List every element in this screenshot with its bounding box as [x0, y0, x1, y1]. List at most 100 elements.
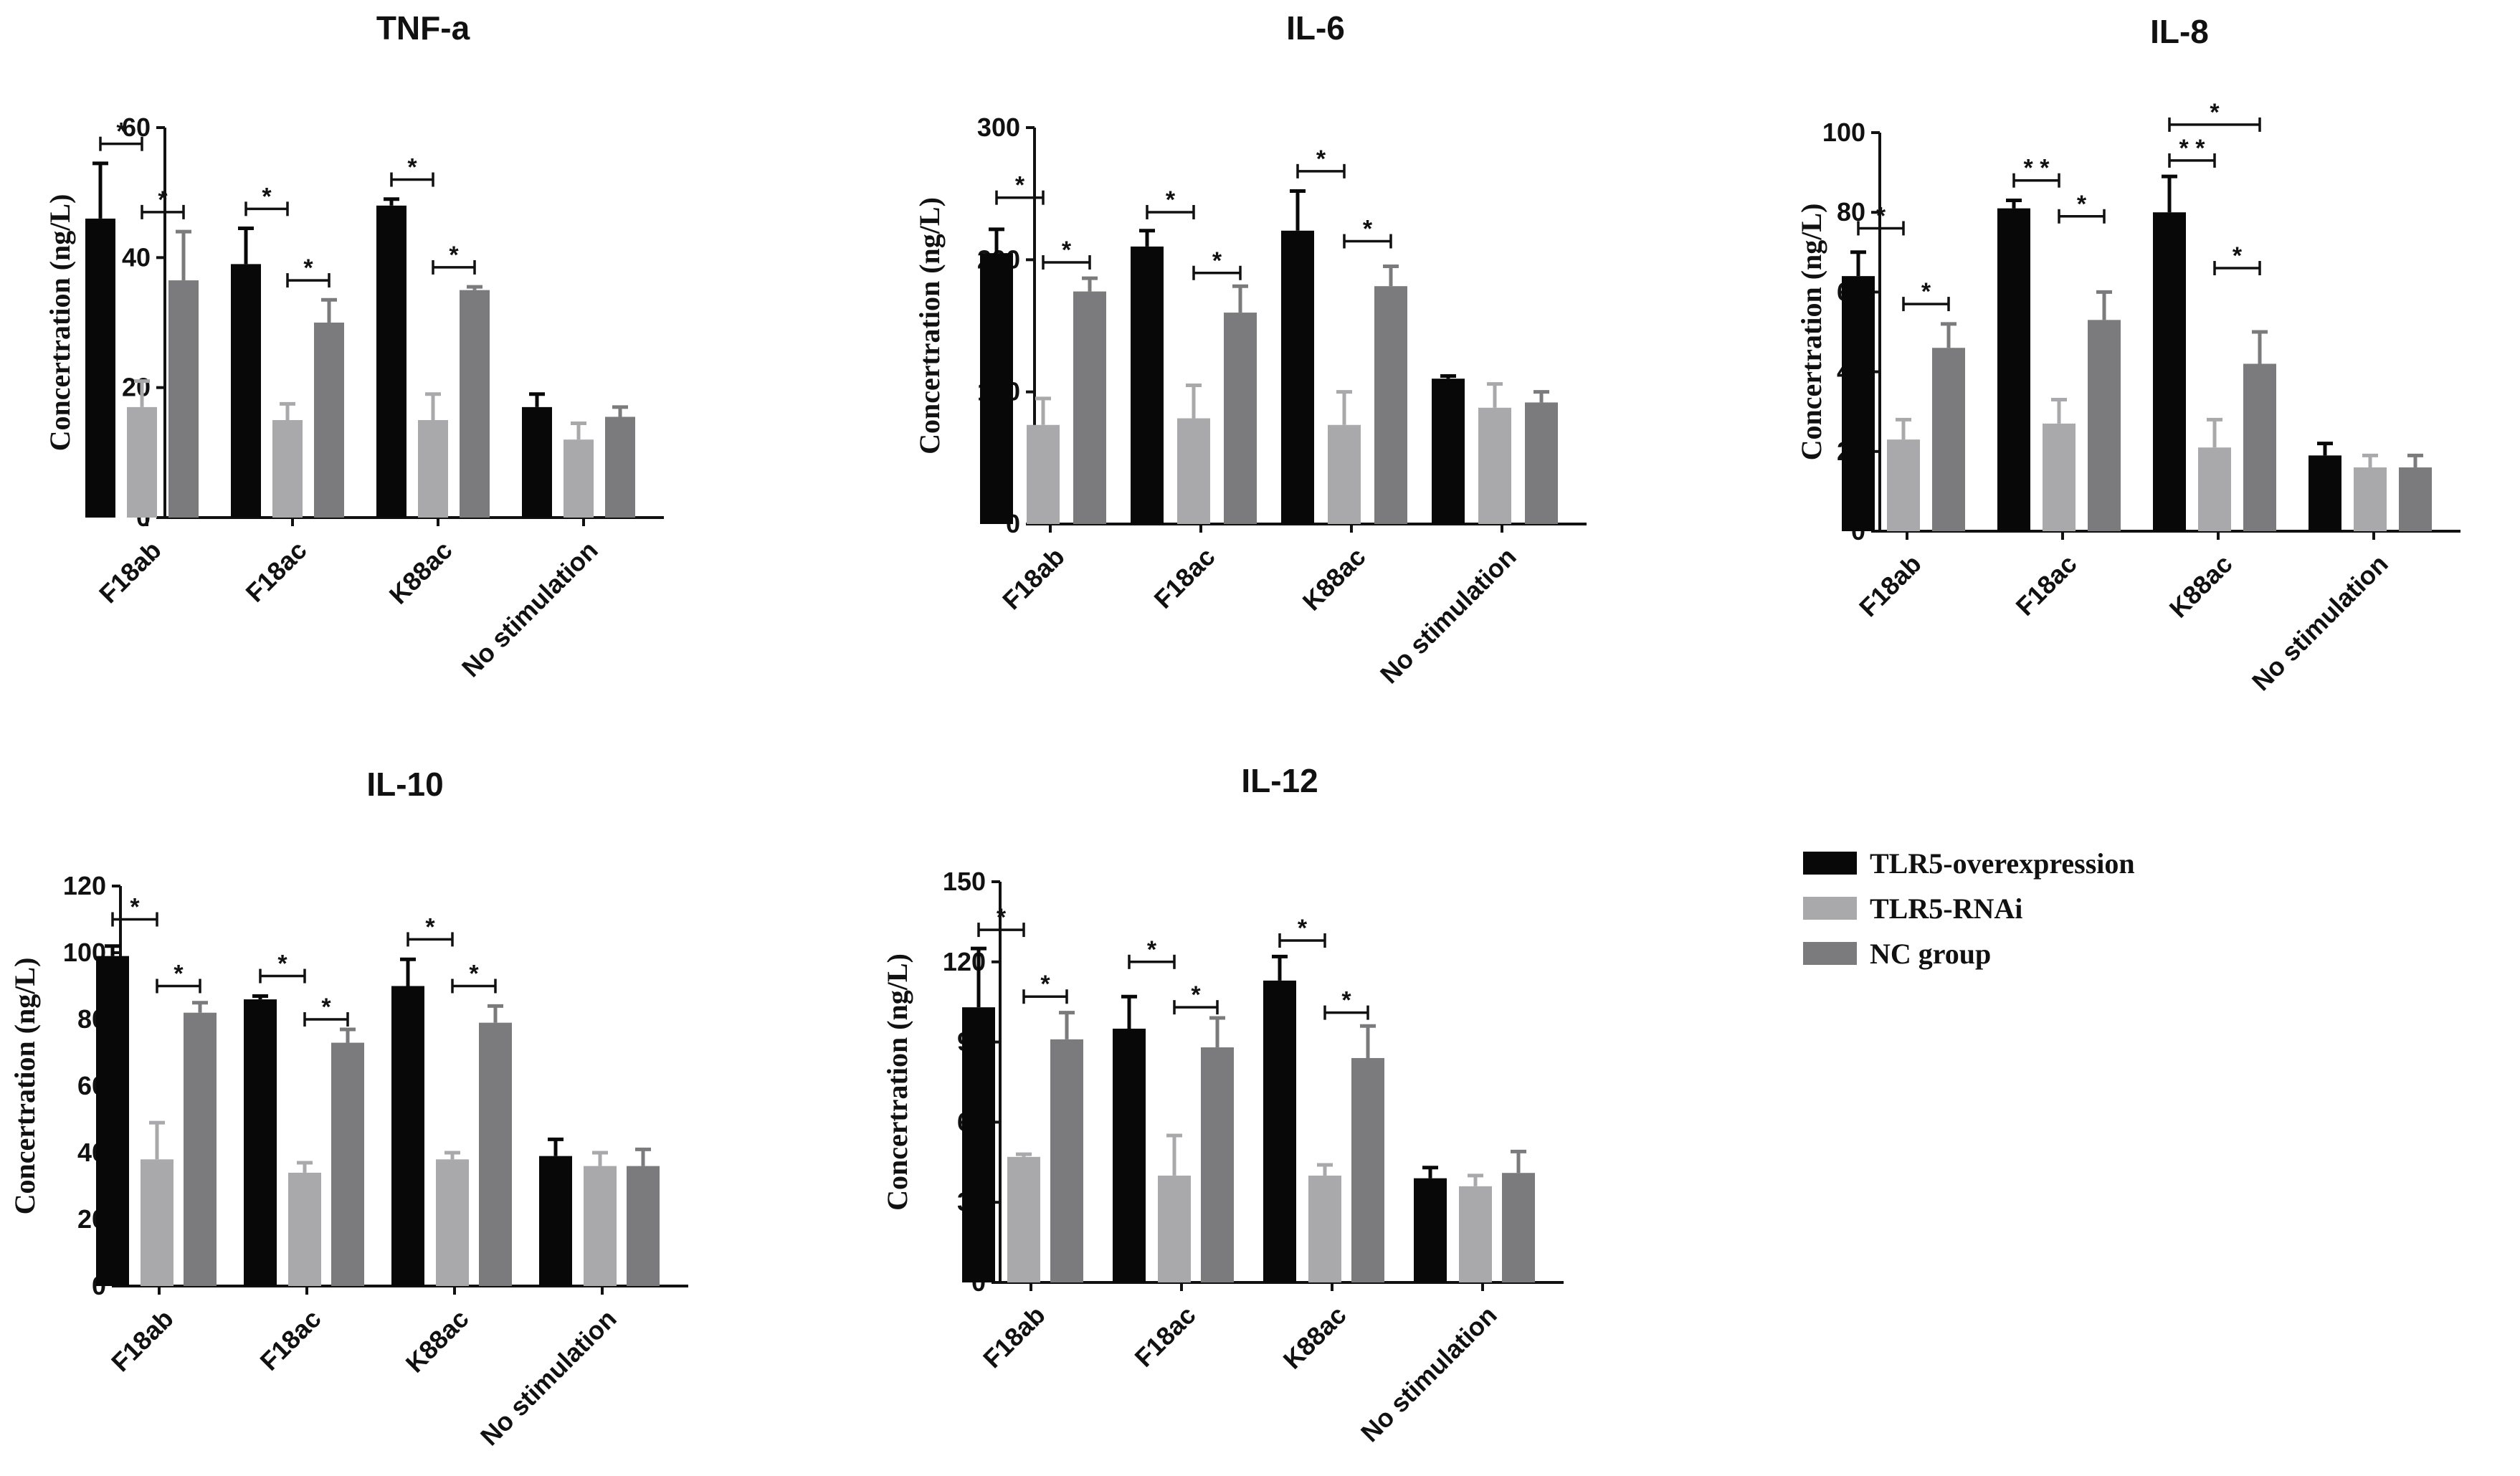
bar-nc-group-k88ac [2243, 363, 2276, 531]
bar-tlr5-overexpression-no-stimulation [2309, 455, 2341, 531]
bar-tlr5-rnai-f18ab [1027, 424, 1060, 524]
y-tick-label: 80 [1837, 197, 1865, 227]
significance-label: * [116, 118, 126, 146]
bar-nc-group-k88ac [460, 290, 490, 518]
bar-tlr5-rnai-k88ac [1308, 1175, 1341, 1282]
significance-label: * [1876, 202, 1886, 229]
bar-nc-group-no-stimulation [1502, 1173, 1535, 1282]
x-tick-label-no-stimulation: No stimulation [456, 535, 604, 683]
legend-label-nc-group: NC group [1870, 938, 1991, 970]
x-tick-label-f18ab: F18ab [105, 1304, 179, 1378]
x-tick-label-f18ab: F18ab [1853, 549, 1927, 623]
y-axis-label: Concertration (ng/L) [913, 197, 946, 454]
bar-tlr5-rnai-k88ac [1328, 424, 1361, 524]
bar-tlr5-overexpression-k88ac [391, 986, 424, 1286]
significance-label: * [173, 961, 184, 988]
y-tick-label: 100 [1822, 118, 1865, 147]
y-axis-label: Concertration (ng/L) [1795, 204, 1827, 461]
bar-tlr5-rnai-f18ab [1007, 1156, 1040, 1282]
x-tick-label-no-stimulation: No stimulation [1374, 542, 1522, 690]
bar-tlr5-rnai-k88ac [436, 1159, 469, 1286]
bar-nc-group-f18ac [314, 323, 344, 518]
y-tick-label: 300 [977, 113, 1020, 142]
x-tick-label-f18ac: F18ac [1148, 542, 1220, 614]
significance-label: * [1040, 971, 1050, 998]
significance-label: * [1921, 278, 1931, 305]
x-tick-label-f18ac: F18ac [2010, 549, 2082, 622]
significance-label: * [469, 961, 479, 988]
bar-tlr5-overexpression-f18ac [1113, 1028, 1146, 1282]
significance-label: * * [2179, 135, 2206, 162]
bar-nc-group-f18ab [168, 280, 199, 518]
bar-nc-group-f18ac [1201, 1047, 1234, 1282]
bar-tlr5-rnai-f18ac [1158, 1175, 1191, 1282]
bar-nc-group-f18ac [1224, 313, 1257, 524]
significance-label: * [1191, 981, 1201, 1009]
significance-label: * [1147, 936, 1157, 963]
significance-label: * [2210, 99, 2220, 126]
significance-label: * [1166, 186, 1176, 214]
x-tick-label-k88ac: K88ac [400, 1304, 475, 1379]
bar-tlr5-overexpression-f18ab [96, 956, 129, 1286]
bar-tlr5-overexpression-f18ab [962, 1007, 995, 1282]
significance-label: * [130, 894, 140, 921]
bar-nc-group-f18ab [1932, 348, 1965, 531]
significance-label: * [158, 186, 168, 214]
significance-label: * [997, 904, 1007, 931]
bar-tlr5-rnai-f18ab [127, 406, 157, 518]
bar-tlr5-overexpression-f18ab [1842, 276, 1875, 531]
x-tick-label-f18ac: F18ac [254, 1304, 326, 1376]
bar-nc-group-k88ac [479, 1022, 512, 1286]
significance-label: * [1363, 216, 1373, 243]
significance-label: * [1015, 172, 1025, 199]
x-tick-label-k88ac: K88ac [1278, 1300, 1352, 1375]
significance-label: * [303, 254, 313, 282]
significance-label: * [407, 154, 417, 181]
significance-label: * * [2024, 155, 2050, 182]
x-tick-label-no-stimulation: No stimulation [475, 1304, 622, 1452]
bar-tlr5-overexpression-f18ac [1997, 208, 2030, 531]
bar-tlr5-overexpression-f18ab [980, 253, 1013, 524]
significance-label: * [2233, 242, 2243, 270]
bar-nc-group-f18ac [2088, 320, 2121, 531]
bar-tlr5-rnai-f18ac [2043, 423, 2076, 531]
x-tick-label-k88ac: K88ac [2164, 549, 2238, 624]
bar-nc-group-no-stimulation [1525, 402, 1558, 524]
bar-nc-group-f18ab [184, 1012, 217, 1286]
bar-tlr5-rnai-no-stimulation [584, 1166, 617, 1286]
bar-nc-group-f18ab [1073, 291, 1106, 524]
bar-tlr5-rnai-f18ab [1887, 439, 1920, 531]
y-tick-label: 120 [63, 871, 106, 900]
chart-title: IL-6 [1286, 9, 1345, 47]
bar-tlr5-overexpression-k88ac [376, 205, 406, 518]
significance-label: * [277, 951, 287, 978]
y-tick-label: 20 [122, 373, 151, 402]
y-axis-label: Concertration (ng/L) [881, 953, 913, 1211]
legend: TLR5-overexpression TLR5-RNAi NC group [1803, 847, 2135, 970]
y-axis-label: Concertration (ng/L) [44, 194, 76, 452]
x-tick-label-k88ac: K88ac [1297, 542, 1371, 616]
bar-tlr5-rnai-no-stimulation [2354, 467, 2387, 531]
bar-nc-group-no-stimulation [2399, 467, 2432, 531]
bar-tlr5-rnai-no-stimulation [564, 439, 594, 518]
legend-swatch-nc-group [1803, 942, 1857, 965]
bar-tlr5-overexpression-f18ac [1131, 246, 1164, 524]
x-tick-label-f18ac: F18ac [239, 535, 312, 608]
x-tick-label-f18ab: F18ab [997, 542, 1070, 616]
bar-nc-group-no-stimulation [627, 1166, 660, 1286]
bar-tlr5-overexpression-no-stimulation [522, 406, 552, 518]
significance-label: * [321, 994, 331, 1021]
x-tick-label-f18ab: F18ab [977, 1300, 1051, 1374]
y-tick-label: 40 [122, 242, 151, 272]
bar-tlr5-rnai-f18ab [141, 1159, 173, 1286]
bar-tlr5-overexpression-f18ab [85, 218, 115, 518]
significance-label: * [1341, 987, 1351, 1014]
bar-tlr5-rnai-k88ac [2198, 447, 2231, 531]
significance-label: * [1298, 915, 1308, 942]
bar-tlr5-rnai-no-stimulation [1459, 1186, 1492, 1282]
